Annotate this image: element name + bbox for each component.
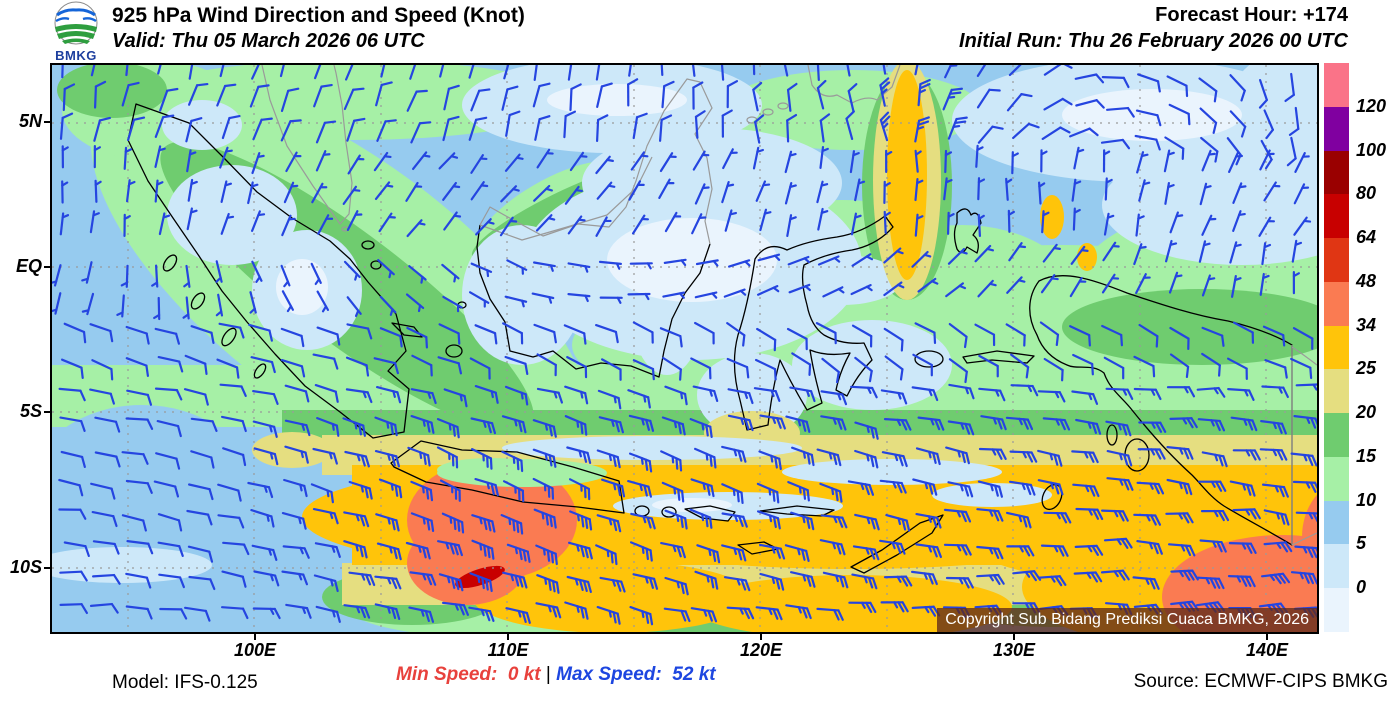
lat-label: 10S [9, 557, 42, 577]
lat-label: 5S [19, 401, 42, 421]
lat-label: EQ [15, 256, 42, 276]
lat-tick [44, 411, 52, 413]
colorbar-segment [1324, 194, 1349, 239]
lon-label: 100E [233, 640, 277, 660]
colorbar-label: 48 [1356, 270, 1377, 291]
lat-tick [44, 266, 52, 268]
wind-barbs [52, 65, 1317, 626]
source-label: Source: ECMWF-CIPS BMKG [1133, 671, 1388, 692]
wind-map: Copyright Sub Bidang Prediksi Cuaca BMKG… [50, 63, 1319, 634]
colorbar-segment [1324, 325, 1349, 370]
colorbar-segment [1324, 238, 1349, 282]
colorbar-segment [1324, 413, 1349, 457]
bmkg-logo: BMKG [46, 1, 106, 62]
page-title: 925 hPa Wind Direction and Speed (Knot) [112, 4, 525, 27]
copyright-watermark: Copyright Sub Bidang Prediksi Cuaca BMKG… [937, 608, 1317, 632]
lon-tick [1013, 632, 1015, 640]
forecast-hour: Forecast Hour: +174 [1155, 4, 1348, 26]
colorbar-label: 80 [1356, 183, 1377, 204]
colorbar-segment [1324, 369, 1349, 414]
colorbar-label: 10 [1356, 489, 1377, 510]
colorbar-segment [1324, 281, 1349, 326]
colorbar-segment [1324, 63, 1349, 107]
model-label: Model: IFS-0.125 [112, 672, 258, 693]
colorbar-label: 5 [1356, 533, 1367, 554]
colorbar-label: 25 [1356, 358, 1377, 379]
coastlines [127, 65, 1317, 574]
bmkg-logo-icon [54, 1, 98, 45]
lat-tick [44, 567, 52, 569]
valid-time: Valid: Thu 05 March 2026 06 UTC [112, 30, 425, 52]
colorbar-segment [1324, 544, 1349, 589]
lat-tick [44, 121, 52, 123]
separator: | [540, 664, 557, 685]
min-max-speed: Min Speed: 0 kt | Max Speed: 52 kt [396, 664, 716, 686]
colorbar-label: 15 [1356, 445, 1377, 466]
colorbar-segment [1324, 106, 1349, 151]
colorbar-label: 100 [1356, 139, 1387, 160]
colorbar-label: 34 [1356, 314, 1377, 335]
lon-label: 130E [992, 640, 1036, 660]
min-speed: Min Speed: 0 kt [396, 664, 541, 685]
colorbar-segment [1324, 456, 1349, 501]
colorbar-segment [1324, 588, 1349, 632]
lat-lon-gridlines [52, 65, 1317, 632]
colorbar-segment [1324, 150, 1349, 195]
initial-run: Initial Run: Thu 26 February 2026 00 UTC [959, 30, 1348, 52]
colorbar-label: 120 [1356, 95, 1387, 116]
lon-label: 120E [739, 640, 783, 660]
colorbar-label: 20 [1356, 402, 1377, 423]
wind-map-canvas [52, 65, 1317, 632]
lon-tick [760, 632, 762, 640]
lon-label: 110E [487, 640, 529, 660]
colorbar-label: 64 [1356, 227, 1377, 248]
wind-speed-colorbar [1324, 63, 1349, 632]
colorbar-segment [1324, 500, 1349, 545]
lon-label: 140E [1245, 640, 1289, 660]
max-speed: Max Speed: 52 kt [556, 664, 716, 685]
lon-tick [507, 632, 509, 640]
lat-label: 5N [18, 111, 42, 131]
bmkg-logo-label: BMKG [55, 48, 97, 63]
lon-tick [1266, 632, 1268, 640]
lon-tick [254, 632, 256, 640]
colorbar-label: 0 [1356, 577, 1367, 598]
